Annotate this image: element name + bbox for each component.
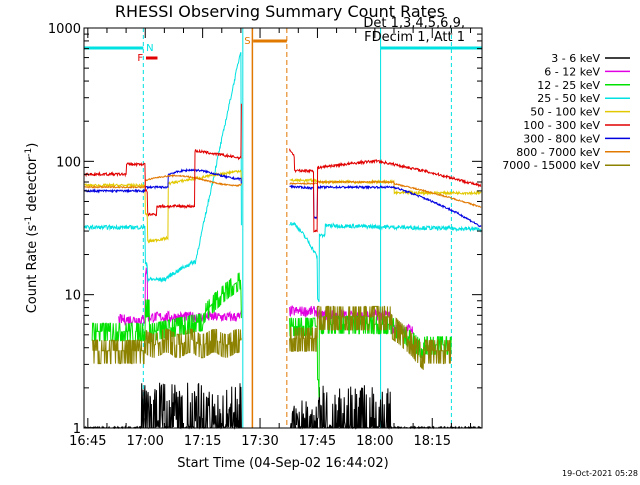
y-tick-label: 100 [56, 155, 81, 170]
series-100-300kev [84, 103, 482, 233]
y-tick-label: 1000 [48, 22, 81, 37]
x-tick-label: 17:00 [126, 434, 163, 449]
saa-marker-label: S [244, 36, 250, 47]
x-tick-label: 18:00 [356, 434, 393, 449]
y-tick-labels: 1 10 100 1000 [48, 22, 81, 437]
legend-label: 300 - 800 keV [523, 132, 600, 145]
legend-label: 6 - 12 keV [544, 65, 600, 78]
x-tick-label: 18:15 [414, 434, 451, 449]
legend-label: 25 - 50 keV [537, 92, 600, 105]
flare-marker-label: F [137, 53, 143, 64]
chart-title: RHESSI Observing Summary Count Rates [115, 2, 445, 21]
y-tick-label: 1 [73, 422, 81, 437]
series-25-50kev [84, 52, 482, 303]
timestamp: 19-Oct-2021 05:28 [562, 469, 638, 478]
legend-label: 7000 - 15000 keV [502, 159, 600, 172]
x-axis-label: Start Time (04-Sep-02 16:44:02) [177, 456, 388, 471]
series-300-800kev [84, 167, 482, 228]
legend-title-line1: Det 1,3,4,5,6,9, [363, 16, 465, 31]
legend-label: 800 - 7000 keV [516, 146, 600, 159]
y-tick-label: 10 [64, 289, 81, 304]
series-7000-15000kev [92, 305, 452, 370]
x-tick-label: 16:45 [69, 434, 106, 449]
legend-label: 50 - 100 keV [530, 106, 600, 119]
axes [83, 27, 483, 429]
x-tick-label: 17:45 [299, 434, 336, 449]
x-tick-label: 17:15 [184, 434, 221, 449]
legend-label: 12 - 25 keV [537, 79, 600, 92]
legend-title-line2: FDecim 1, Att 1 [364, 30, 465, 45]
x-tick-label: 17:30 [241, 434, 278, 449]
x-tick-labels: 16:45 17:00 17:15 17:30 17:45 18:00 18:15 [69, 434, 451, 449]
y-axis-label: Count Rate (s-1 detector-1) [24, 143, 40, 314]
legend-label: 100 - 300 keV [523, 119, 600, 132]
plot-frame [83, 27, 483, 429]
night-marker-label: N [146, 43, 153, 54]
series-800-7000kev [84, 174, 482, 208]
legend-label: 3 - 6 keV [551, 52, 600, 65]
